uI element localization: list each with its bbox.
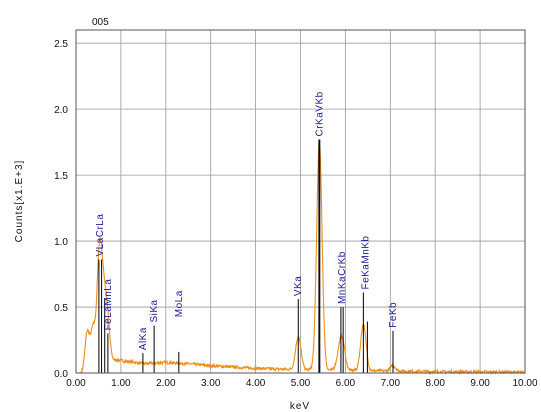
peak-label: AlKa bbox=[138, 327, 149, 350]
peak-label: MnKaCrKb bbox=[337, 251, 348, 304]
x-tick-label: 9.00 bbox=[470, 378, 490, 389]
x-tick-labels: 0.00 1.00 2.00 3.00 4.00 5.00 6.00 7.00 8.00 9.00… bbox=[66, 378, 538, 389]
x-tick-label: 6.00 bbox=[336, 378, 356, 389]
plot-frame bbox=[75, 29, 526, 374]
peak-label: FeKaMnKb bbox=[361, 235, 372, 289]
peak-label: VKa bbox=[293, 276, 304, 296]
peak-label: FeKb bbox=[388, 302, 399, 328]
y-tick-label: 1.0 bbox=[54, 237, 68, 248]
x-tick-label: 5.00 bbox=[291, 378, 311, 389]
x-tick-label: 7.00 bbox=[381, 378, 401, 389]
x-tick-label: 2.00 bbox=[156, 378, 176, 389]
peak-label: FeLaMnLa bbox=[103, 279, 114, 331]
peak-label: CrKaVKb bbox=[314, 91, 325, 136]
x-axis-label: keV bbox=[290, 401, 310, 412]
peak-label: VLaCrLa bbox=[95, 214, 106, 257]
x-tick-label: 0.00 bbox=[66, 378, 86, 389]
x-tick-label: 10.00 bbox=[512, 378, 537, 389]
y-tick-label: 2.0 bbox=[54, 105, 68, 116]
peak-markers bbox=[98, 139, 394, 373]
chart-title: 005 bbox=[92, 17, 109, 28]
y-tick-label: 2.5 bbox=[54, 39, 68, 50]
peak-label: SiKa bbox=[149, 299, 160, 322]
y-tick-labels: 0.0 0.5 1.0 1.5 2.0 2.5 bbox=[54, 39, 68, 380]
grid-lines bbox=[76, 30, 525, 373]
y-tick-label: 0.0 bbox=[54, 369, 68, 380]
x-tick-label: 4.00 bbox=[246, 378, 266, 389]
x-tick-label: 1.00 bbox=[111, 378, 131, 389]
y-axis-label: Counts[x1.E+3] bbox=[14, 160, 25, 243]
x-tick-label: 8.00 bbox=[425, 378, 445, 389]
peak-label: MoLa bbox=[174, 290, 185, 317]
x-tick-label: 3.00 bbox=[201, 378, 221, 389]
y-tick-label: 1.5 bbox=[54, 171, 68, 182]
spectrum-line bbox=[76, 141, 526, 376]
spectrum-series bbox=[76, 141, 526, 376]
y-tick-label: 0.5 bbox=[54, 303, 68, 314]
